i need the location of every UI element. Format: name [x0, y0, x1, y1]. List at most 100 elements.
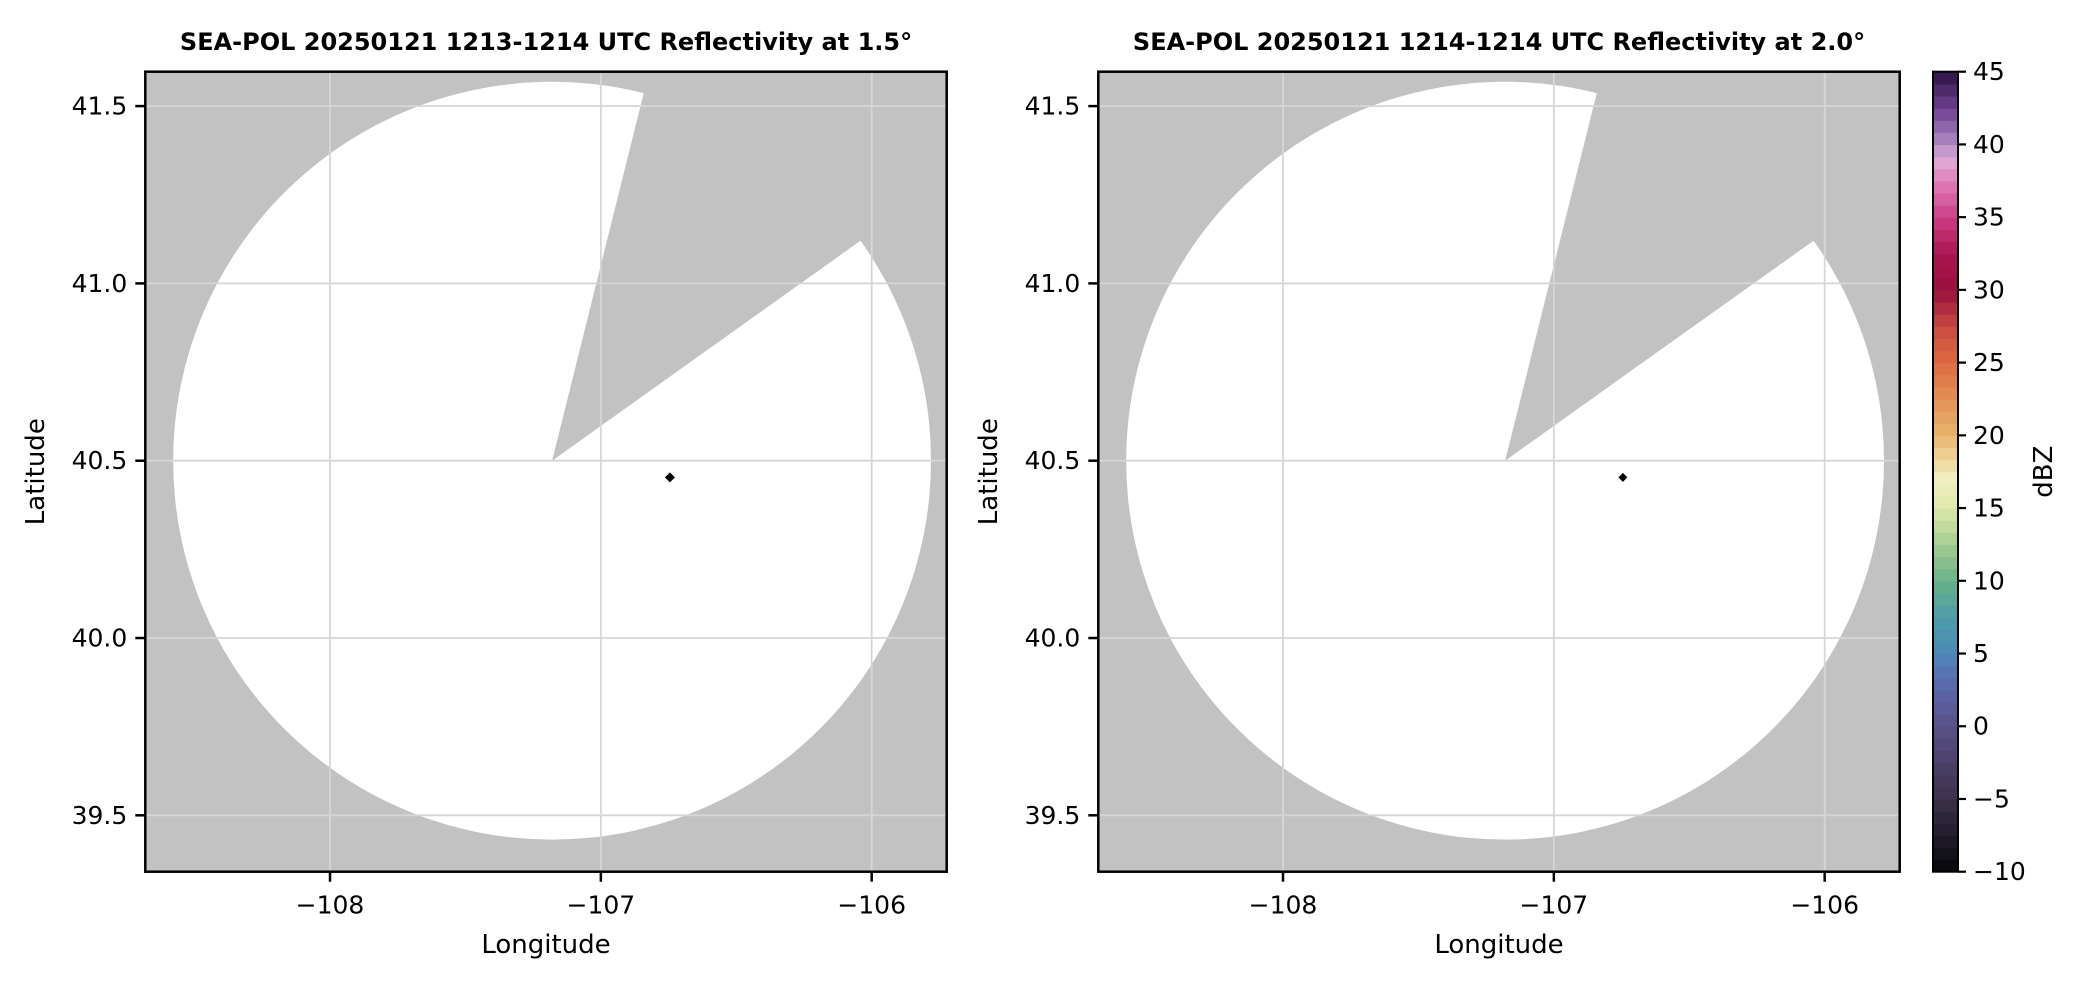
- colorbar-tick-label: 10: [1973, 566, 2005, 595]
- colorbar-dbz: −10 −5 0 5 10 15 20 25 30 35 40 45: [1932, 57, 2026, 886]
- panel-2-title: SEA-POL 20250121 1214-1214 UTC Reflectiv…: [1133, 28, 1865, 56]
- x-tick-label: −108: [296, 891, 365, 920]
- colorbar-band: [1933, 241, 1958, 255]
- colorbar-band: [1933, 447, 1958, 461]
- colorbar-band: [1933, 677, 1958, 691]
- colorbar-band: [1933, 859, 1958, 873]
- panel-data-area: [1098, 71, 1900, 872]
- colorbar-tick-label: −5: [1973, 784, 2010, 813]
- x-tick-label: −106: [1790, 891, 1859, 920]
- colorbar-band: [1933, 314, 1958, 327]
- colorbar-band: [1933, 374, 1958, 388]
- colorbar-band: [1933, 544, 1958, 558]
- colorbar-band: [1933, 738, 1958, 752]
- colorbar-tick-label: 35: [1973, 203, 2005, 232]
- colorbar-band: [1933, 144, 1958, 158]
- colorbar-band: [1933, 811, 1958, 824]
- colorbar-band: [1933, 556, 1958, 570]
- colorbar-band: [1933, 495, 1958, 509]
- y-tick-label: 40.0: [72, 624, 128, 653]
- colorbar-band: [1933, 350, 1958, 364]
- colorbar-band: [1933, 532, 1958, 546]
- colorbar-band: [1933, 95, 1958, 109]
- panel-1-xlabel: Longitude: [481, 930, 610, 960]
- colorbar-band: [1933, 592, 1958, 606]
- colorbar-band: [1933, 302, 1958, 315]
- panel-2-xlabel: Longitude: [1434, 930, 1563, 960]
- colorbar-band: [1933, 132, 1958, 146]
- colorbar-band: [1933, 338, 1958, 352]
- colorbar-band: [1933, 83, 1958, 97]
- colorbar-tick-label: 5: [1973, 639, 1989, 668]
- panel-data-area: [145, 71, 947, 872]
- panel-1-title: SEA-POL 20250121 1213-1214 UTC Reflectiv…: [180, 28, 912, 56]
- colorbar-band: [1933, 835, 1958, 849]
- colorbar-band: [1933, 435, 1958, 449]
- colorbar-band: [1933, 605, 1958, 618]
- colorbar-band: [1933, 665, 1958, 679]
- colorbar-band: [1933, 471, 1958, 485]
- panel-reflectivity-2-0deg: −108 −107 −106 41.5 41.0 40.5 40.0 39.5: [1025, 70, 1901, 920]
- colorbar-band: [1933, 229, 1958, 242]
- colorbar-band: [1933, 205, 1958, 218]
- colorbar-band: [1933, 798, 1958, 812]
- axes-spines: [1097, 70, 1901, 873]
- colorbar-outline: [1932, 70, 1959, 873]
- colorbar-band: [1933, 786, 1958, 800]
- colorbar-band: [1933, 120, 1958, 133]
- colorbar-band: [1933, 398, 1958, 412]
- colorbar-band: [1933, 726, 1958, 739]
- colorbar-band: [1933, 629, 1958, 642]
- colorbar-band: [1933, 168, 1958, 182]
- y-tick-label: 41.0: [72, 269, 128, 298]
- colorbar-band: [1933, 617, 1958, 630]
- colorbar-tick-label: −10: [1973, 857, 2026, 886]
- colorbar-tick-label: 20: [1973, 421, 2005, 450]
- colorbar-band: [1933, 386, 1958, 400]
- radar-echo-marker: [1618, 472, 1628, 482]
- y-tick-label: 39.5: [1025, 801, 1081, 830]
- colorbar-band: [1933, 580, 1958, 594]
- missing-data-wedge: [552, 71, 906, 461]
- colorbar-band: [1933, 423, 1958, 436]
- colorbar-band: [1933, 180, 1958, 194]
- x-tick-label: −108: [1249, 891, 1318, 920]
- x-tick-label: −106: [837, 891, 906, 920]
- colorbar-band: [1933, 253, 1958, 267]
- y-tick-label: 40.0: [1025, 624, 1081, 653]
- colorbar-band: [1933, 71, 1958, 85]
- y-tick-label: 41.5: [1025, 92, 1081, 121]
- colorbar-band: [1933, 217, 1958, 230]
- colorbar-band: [1933, 847, 1958, 861]
- colorbar-band: [1933, 362, 1958, 376]
- colorbar-band: [1933, 108, 1958, 121]
- panel-1-ylabel: Latitude: [21, 418, 51, 525]
- colorbar-label: dBZ: [2029, 446, 2059, 498]
- colorbar-band: [1933, 689, 1958, 703]
- x-tick-label: −107: [567, 891, 636, 920]
- colorbar-tick-label: 15: [1973, 494, 2005, 523]
- colorbar-band: [1933, 483, 1958, 497]
- y-tick-label: 41.0: [1025, 269, 1081, 298]
- panel-2-ylabel: Latitude: [974, 418, 1004, 525]
- colorbar-band: [1933, 156, 1958, 170]
- colorbar-band: [1933, 714, 1958, 727]
- colorbar-band: [1933, 641, 1958, 655]
- y-tick-label: 40.5: [72, 446, 128, 475]
- colorbar-band: [1933, 192, 1958, 206]
- colorbar-band: [1933, 774, 1958, 788]
- colorbar-tick-label: 25: [1973, 348, 2005, 377]
- colorbar-band: [1933, 653, 1958, 667]
- colorbar-band: [1933, 702, 1958, 715]
- colorbar-band: [1933, 508, 1958, 521]
- colorbar-band: [1933, 459, 1958, 473]
- colorbar-band: [1933, 823, 1958, 836]
- colorbar-tick-label: 30: [1973, 275, 2005, 304]
- x-tick-label: −107: [1520, 891, 1589, 920]
- y-tick-label: 39.5: [72, 801, 128, 830]
- colorbar-band: [1933, 277, 1958, 291]
- missing-data-wedge: [1505, 71, 1859, 461]
- colorbar-tick-label: 40: [1973, 130, 2005, 159]
